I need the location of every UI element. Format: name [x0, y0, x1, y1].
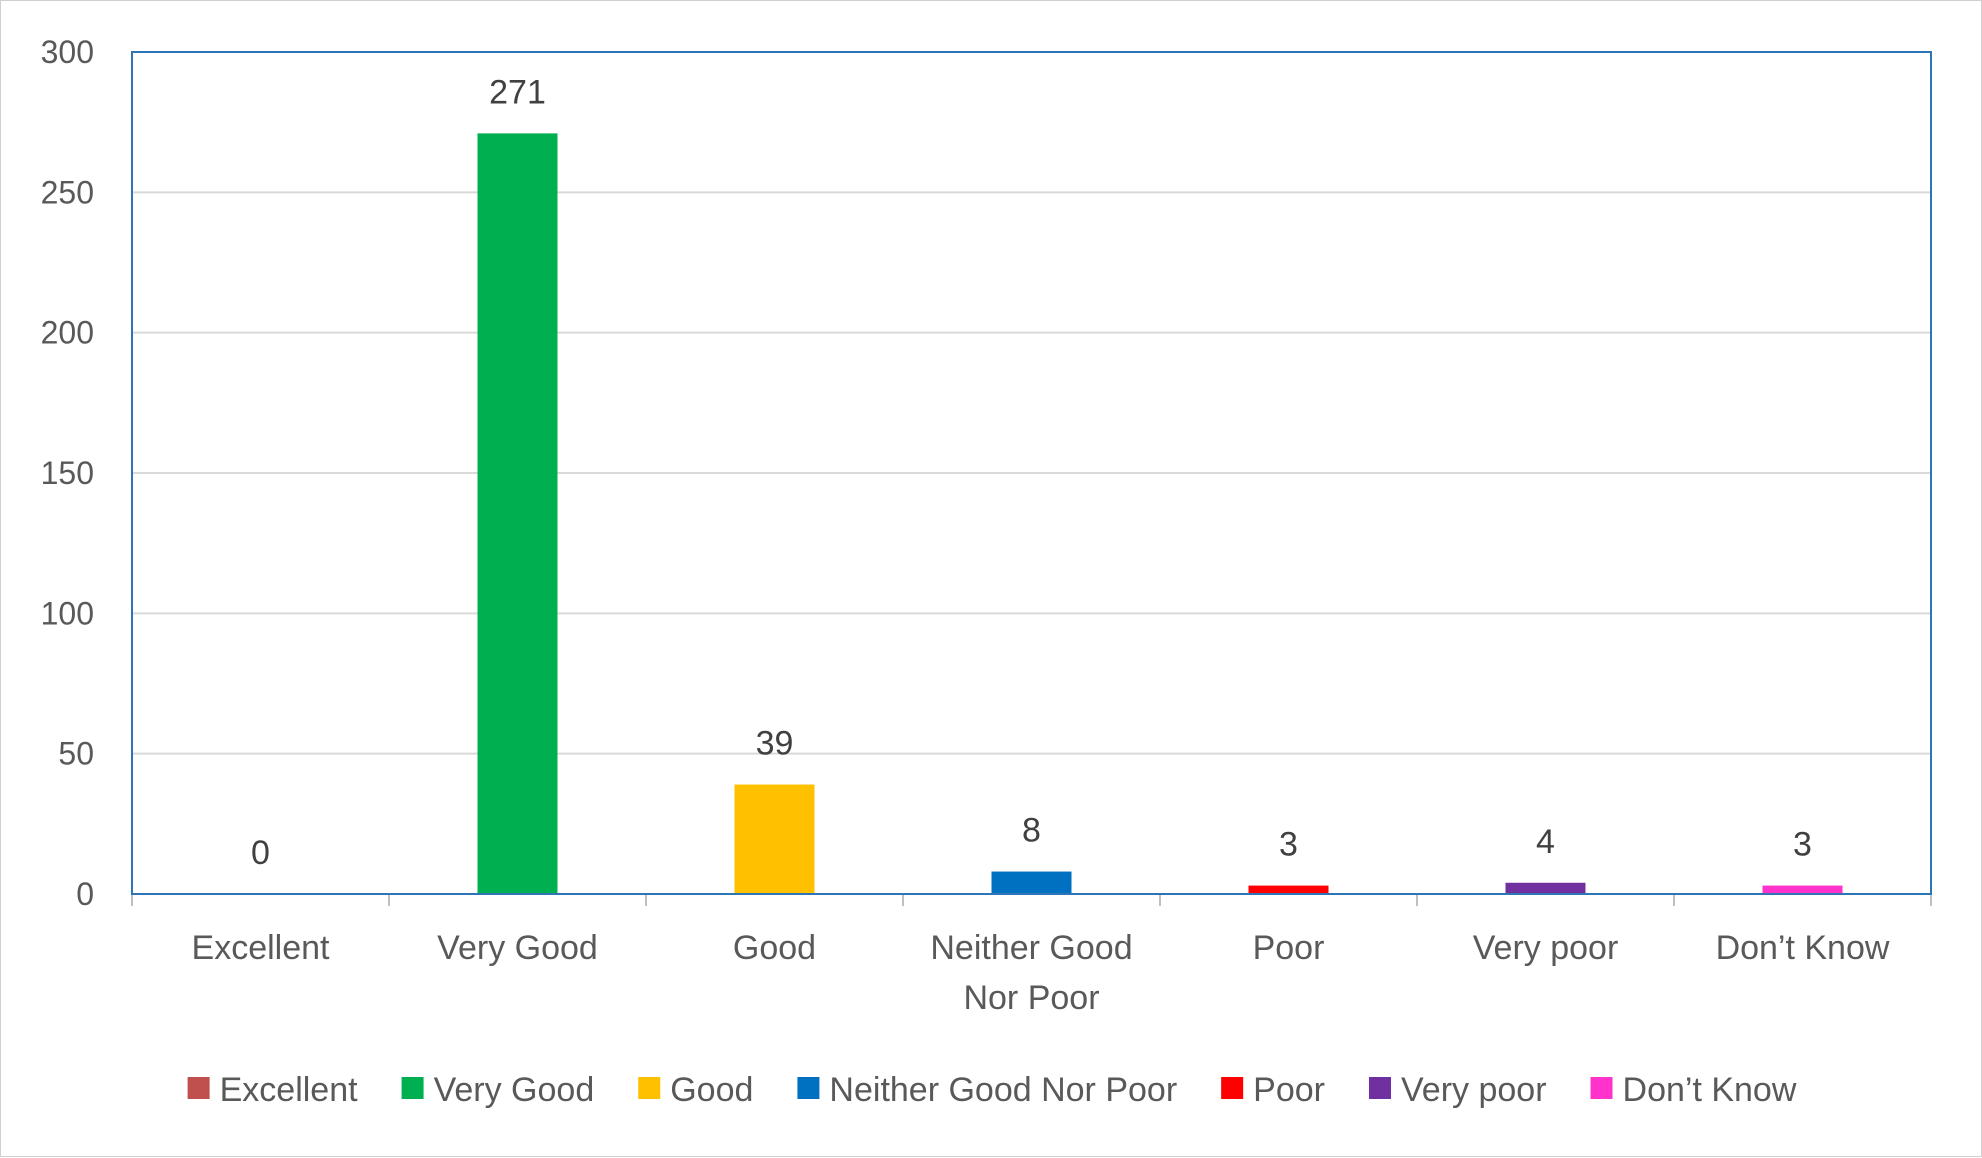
legend-item: Excellent — [187, 1071, 359, 1109]
data-label: 8 — [1022, 812, 1041, 850]
y-tick-label: 100 — [41, 595, 94, 631]
y-axis-tick-labels: 0 50 100 150 200 250 300 — [41, 34, 94, 912]
bar-6 — [1762, 885, 1843, 894]
bar-4 — [1248, 885, 1329, 894]
x-tick-label: Poor — [1253, 929, 1325, 967]
x-axis — [131, 893, 1932, 906]
legend-label: Excellent — [220, 1071, 359, 1109]
y-tick-label: 50 — [58, 736, 94, 772]
legend: Excellent Very Good Good Neither Good Nor P… — [187, 1071, 1797, 1109]
legend-label: Very Good — [434, 1071, 595, 1109]
data-label: 39 — [756, 725, 794, 763]
legend-swatch — [401, 1077, 424, 1099]
legend-swatch — [1221, 1077, 1244, 1099]
legend-item: Neither Good Nor Poor — [797, 1071, 1177, 1109]
x-tick-label: Very Good — [437, 929, 598, 967]
legend-swatch — [187, 1077, 210, 1099]
legend-swatch — [1368, 1077, 1391, 1099]
bars — [477, 133, 1843, 895]
data-labels: 0 271 39 8 3 4 3 — [251, 73, 1812, 872]
data-label: 0 — [251, 834, 270, 872]
data-label: 271 — [489, 73, 546, 111]
y-tick-label: 300 — [41, 34, 94, 70]
x-tick-label: Neither Good — [930, 929, 1132, 967]
legend-swatch — [638, 1077, 661, 1099]
x-tick-label: Nor Poor — [963, 979, 1099, 1017]
legend-swatch — [1590, 1077, 1613, 1099]
legend-item: Poor — [1221, 1071, 1325, 1109]
x-tick-label: Good — [733, 929, 816, 967]
plot-area-border — [131, 51, 1932, 895]
legend-label: Good — [670, 1071, 753, 1109]
data-label: 3 — [1279, 826, 1298, 864]
y-tick-label: 200 — [41, 315, 94, 351]
y-tick-label: 250 — [41, 174, 94, 210]
bar-1 — [477, 133, 558, 895]
x-axis-tick-labels: Excellent Very Good Good Neither Good Nor Po… — [192, 929, 1890, 1017]
legend-item: Don’t Know — [1590, 1071, 1797, 1109]
legend-label: Poor — [1253, 1071, 1325, 1109]
legend-swatch — [797, 1077, 820, 1099]
legend-item: Very Good — [401, 1071, 595, 1109]
x-tick-label: Excellent — [192, 929, 331, 967]
x-tick-label: Don’t Know — [1716, 929, 1890, 967]
y-tick-label: 0 — [76, 876, 94, 912]
y-tick-label: 150 — [41, 455, 94, 491]
legend-label: Don’t Know — [1623, 1071, 1797, 1109]
plot-area-border — [131, 51, 1932, 895]
legend-label: Neither Good Nor Poor — [829, 1071, 1177, 1109]
data-label: 4 — [1536, 823, 1555, 861]
gridlines — [132, 51, 1931, 755]
bar-2 — [734, 784, 815, 894]
legend-label: Very poor — [1401, 1071, 1547, 1109]
bar-5 — [1505, 882, 1586, 894]
legend-item: Very poor — [1368, 1071, 1547, 1109]
legend-item: Good — [638, 1071, 753, 1109]
x-tick-label: Very poor — [1473, 929, 1619, 967]
data-label: 3 — [1793, 826, 1812, 864]
bar-3 — [991, 871, 1072, 894]
